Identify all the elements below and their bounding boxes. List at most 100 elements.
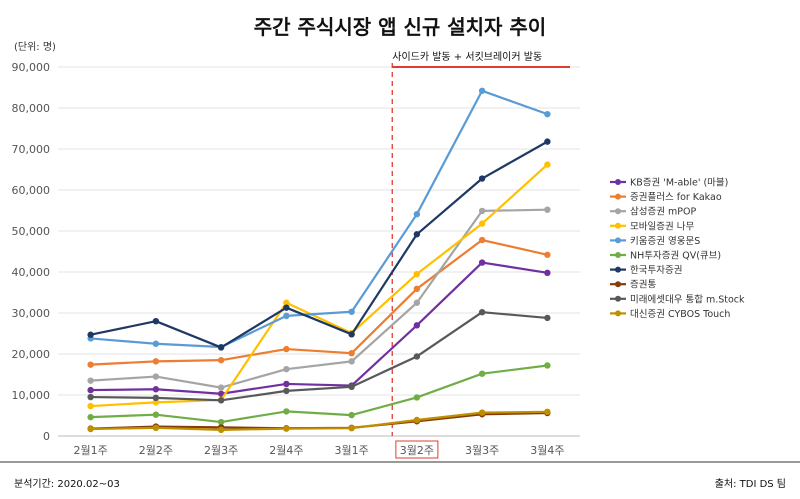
data-point (283, 425, 290, 432)
data-point (152, 340, 160, 347)
data-point (217, 397, 225, 404)
series (87, 138, 551, 351)
legend-label: 한국투자증권 (630, 264, 682, 276)
data-point (152, 394, 160, 402)
legend-item: 모바일증권 나무 (610, 220, 694, 232)
data-point (478, 175, 486, 182)
series-line (90, 208, 548, 389)
legend-item: 증권통 (610, 279, 656, 291)
legend-label: 미래에셋대우 통합 m.Stock (630, 294, 745, 305)
data-point (283, 304, 290, 311)
legend-item: NH투자증권 QV(큐브) (610, 250, 721, 262)
data-point (348, 349, 355, 357)
y-tick-label: 20,000 (12, 348, 51, 361)
series (87, 236, 551, 368)
x-tick-label: 2월4주 (269, 444, 303, 457)
data-point (87, 331, 94, 338)
series (87, 408, 551, 434)
data-point (283, 345, 290, 353)
legend-label: 증권플러스 for Kakao (630, 191, 722, 203)
x-tick-label: 2월2주 (139, 444, 173, 457)
y-tick-label: 70,000 (12, 143, 51, 156)
legend-label: 키움증권 영웅문S (630, 235, 700, 247)
y-tick-label: 80,000 (12, 102, 51, 115)
data-point (478, 370, 486, 377)
data-point (478, 308, 486, 316)
legend-item: 증권플러스 for Kakao (610, 191, 722, 203)
legend-label: 증권통 (630, 279, 656, 291)
footer-source: 출처: TDI DS 팀 (715, 478, 786, 490)
data-point (152, 386, 160, 393)
data-point (87, 386, 94, 394)
legend-item: 삼성증권 mPOP (610, 206, 696, 218)
series-line (90, 410, 548, 431)
data-point (217, 356, 225, 364)
x-tick-label: 2월3주 (204, 444, 238, 457)
x-tick-label: 3월4주 (530, 444, 564, 457)
y-tick-label: 40,000 (12, 266, 51, 279)
legend-label: 모바일증권 나무 (630, 220, 694, 232)
data-point (478, 220, 486, 227)
y-tick-label: 90,000 (12, 61, 51, 74)
legend-swatch-marker (615, 179, 621, 185)
data-point (283, 387, 290, 395)
legend-swatch-marker (615, 310, 621, 317)
data-point (87, 377, 94, 384)
data-point (413, 322, 421, 329)
data-point (348, 358, 355, 365)
series-line (90, 140, 548, 349)
y-axis-ticks: 0 10,000 20,000 30,000 40,000 50,000 60,000 70,… (12, 61, 51, 443)
data-point (348, 308, 355, 315)
data-point (152, 411, 160, 418)
data-point (348, 425, 355, 432)
y-tick-label: 60,000 (12, 184, 51, 197)
data-point (283, 299, 290, 306)
data-point (152, 318, 160, 325)
data-point (87, 361, 94, 368)
x-tick-label: 2월1주 (74, 444, 108, 457)
data-point (544, 110, 551, 118)
legend-swatch-marker (615, 237, 621, 244)
y-tick-label: 50,000 (12, 225, 51, 238)
x-tick-label: 3월1주 (335, 444, 369, 457)
unit-label: (단위: 명) (14, 40, 56, 53)
data-point (413, 299, 421, 306)
legend-item: 미래에셋대우 통합 m.Stock (610, 294, 745, 305)
annotation-label: 사이드카 발동 + 서킷브레이커 발동 (392, 51, 542, 63)
data-point (413, 270, 421, 278)
chart-title: 주간 주식시장 앱 신규 설치자 추이 (254, 15, 546, 39)
series-line (90, 238, 548, 366)
x-tick-label: 3월2주 (400, 444, 434, 457)
legend-item: 한국투자증권 (610, 264, 682, 276)
data-point (348, 331, 355, 338)
legend-swatch-marker (615, 295, 621, 302)
legend-swatch-marker (615, 281, 621, 288)
data-point (478, 259, 486, 266)
data-point (152, 399, 160, 406)
series-lines (87, 87, 551, 434)
data-point (413, 231, 421, 238)
event-annotation: 사이드카 발동 + 서킷브레이커 발동 (391, 51, 570, 436)
data-point (413, 210, 421, 218)
data-point (544, 269, 551, 277)
series-line (90, 89, 548, 349)
data-point (478, 236, 486, 244)
legend-item: 대신증권 CYBOS Touch (610, 308, 730, 320)
footer-period: 분석기간: 2020.02~03 (14, 478, 120, 490)
legend-swatch-marker (615, 222, 621, 229)
legend-label: NH투자증권 QV(큐브) (630, 250, 721, 262)
legend-swatch-marker (615, 193, 621, 200)
series (87, 362, 551, 426)
data-point (544, 251, 551, 258)
data-point (87, 393, 94, 401)
legend-item: 키움증권 영웅문S (610, 235, 700, 247)
legend-swatch-marker (615, 266, 621, 273)
x-tick-label: 3월3주 (465, 444, 499, 457)
data-point (348, 411, 355, 419)
data-point (478, 207, 486, 215)
y-tick-label: 10,000 (12, 389, 51, 402)
legend-swatch-marker (615, 252, 621, 258)
data-point (87, 413, 94, 421)
data-point (478, 409, 486, 416)
data-point (283, 365, 290, 373)
